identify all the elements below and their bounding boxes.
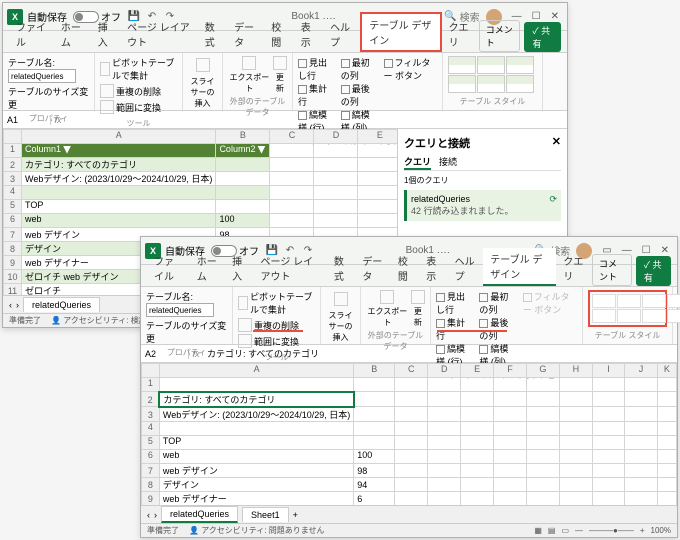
tab-table-design[interactable]: テーブル デザイン	[483, 248, 556, 286]
tab-layout[interactable]: ページ レイアウト	[254, 250, 327, 286]
resize-link[interactable]: テーブルのサイズ変更	[8, 85, 89, 111]
ribbon: テーブル名: テーブルのサイズ変更 プロパティ ピボットテーブルで集計 重複の削…	[141, 287, 677, 345]
excel-window-2: X 自動保存 オフ 💾↶↷ Book1 ‥‥ 🔍 検索 ▭—☐✕ ファイル ホー…	[140, 236, 678, 538]
dup-icon	[100, 84, 114, 98]
view-layout-icon[interactable]: ▤	[548, 526, 556, 535]
group-styles: テーブル スタイル	[448, 96, 537, 107]
tablename-input[interactable]	[8, 69, 76, 83]
query-refresh-icon[interactable]: ⟳	[549, 194, 557, 205]
zoom-pct[interactable]: 100%	[651, 526, 671, 535]
slicer-icon[interactable]	[196, 58, 210, 72]
pane-tab-query[interactable]: クエリ	[404, 155, 431, 170]
comment-button[interactable]: コメント	[592, 254, 632, 286]
style-gallery[interactable]	[448, 56, 537, 93]
zoom-slider[interactable]: ———●——	[589, 526, 634, 535]
next-sheet-icon[interactable]: ›	[16, 300, 19, 310]
pane-close-icon[interactable]: ✕	[552, 135, 561, 151]
tab-view[interactable]: 表示	[419, 250, 447, 286]
tab-file[interactable]: ファイル	[9, 16, 54, 52]
tab-view[interactable]: 表示	[294, 16, 323, 52]
ribbon: テーブル名: テーブルのサイズ変更 プロパティ ピボットテーブルで集計 重複の削…	[3, 53, 567, 111]
autosave-toggle[interactable]	[211, 245, 237, 257]
sheet-tabs: ‹ › relatedQueries Sheet1 +	[141, 505, 677, 523]
sheet-tab-active[interactable]: relatedQueries	[161, 506, 238, 523]
style-gallery[interactable]	[588, 290, 667, 327]
pivot-icon	[100, 62, 110, 76]
group-external: 外部のテーブル データ	[228, 96, 287, 118]
close-icon[interactable]: ✕	[551, 11, 559, 22]
tab-query[interactable]: クエリ	[556, 250, 592, 286]
ribbon-tabs: ファイル ホーム 挿入 ページ レイアウト 数式 データ 校閲 表示 ヘルプ テ…	[141, 265, 677, 287]
maximize-icon[interactable]: ☐	[532, 11, 541, 22]
refresh-icon[interactable]	[411, 290, 425, 304]
sheet-area: ABCDEFGHIJK 1 2カテゴリ: すべてのカテゴリ 3Webデザイン: …	[141, 363, 677, 525]
fx-icon[interactable]: fx	[51, 115, 65, 125]
tab-data[interactable]: データ	[227, 16, 264, 52]
view-normal-icon[interactable]: ▦	[534, 526, 542, 535]
autosave-toggle[interactable]	[73, 11, 99, 23]
highlight-line	[253, 330, 303, 332]
tab-review[interactable]: 校閲	[391, 250, 419, 286]
tab-review[interactable]: 校閲	[264, 16, 293, 52]
next-sheet-icon[interactable]: ›	[154, 510, 157, 520]
refresh-icon[interactable]	[273, 56, 287, 70]
view-break-icon[interactable]: ▭	[561, 526, 569, 535]
conv-icon	[100, 100, 114, 114]
close-icon[interactable]: ✕	[661, 245, 669, 256]
query-count: 1個のクエリ	[404, 175, 561, 186]
highlight-line	[437, 330, 507, 332]
tab-data[interactable]: データ	[355, 250, 391, 286]
tab-help[interactable]: ヘルプ	[448, 250, 484, 286]
pane-title: クエリと接続	[404, 135, 470, 151]
ribbon-tabs: ファイル ホーム 挿入 ページ レイアウト 数式 データ 校閲 表示 ヘルプ テ…	[3, 31, 567, 53]
tab-layout[interactable]: ページ レイアウト	[120, 16, 198, 52]
sheet-tab[interactable]: Sheet1	[242, 507, 289, 522]
comment-button[interactable]: コメント	[479, 20, 521, 52]
maximize-icon[interactable]: ☐	[642, 245, 651, 256]
share-button[interactable]: ✓ 共有	[524, 22, 561, 52]
prev-sheet-icon[interactable]: ‹	[9, 300, 12, 310]
export-icon[interactable]	[242, 56, 256, 70]
export-icon[interactable]	[380, 290, 394, 304]
tablename-input[interactable]	[146, 303, 214, 317]
tab-formula[interactable]: 数式	[327, 250, 355, 286]
tab-formula[interactable]: 数式	[198, 16, 227, 52]
tablename-label: テーブル名:	[8, 56, 89, 69]
tab-file[interactable]: ファイル	[147, 250, 190, 286]
pane-tab-conn[interactable]: 接続	[439, 155, 457, 170]
share-button[interactable]: ✓ 共有	[636, 256, 671, 286]
status-bar: 準備完了👤 アクセシビリティ: 問題ありません ▦▤▭————●——+100%	[141, 523, 677, 537]
add-sheet-icon[interactable]: +	[293, 510, 298, 520]
name-box[interactable]: A1	[3, 115, 51, 125]
tab-table-design[interactable]: テーブル デザイン	[360, 12, 441, 52]
group-tools: ツール	[100, 118, 177, 129]
prev-sheet-icon[interactable]: ‹	[147, 510, 150, 520]
slicer-icon[interactable]	[334, 292, 348, 306]
query-item[interactable]: relatedQueries 42 行読み込まれました。 ⟳	[404, 190, 561, 221]
tab-help[interactable]: ヘルプ	[323, 16, 360, 52]
tab-query[interactable]: クエリ	[442, 16, 479, 52]
sheet-tab[interactable]: relatedQueries	[23, 297, 100, 312]
grid[interactable]: ABCDEFGHIJK 1 2カテゴリ: すべてのカテゴリ 3Webデザイン: …	[141, 363, 677, 525]
